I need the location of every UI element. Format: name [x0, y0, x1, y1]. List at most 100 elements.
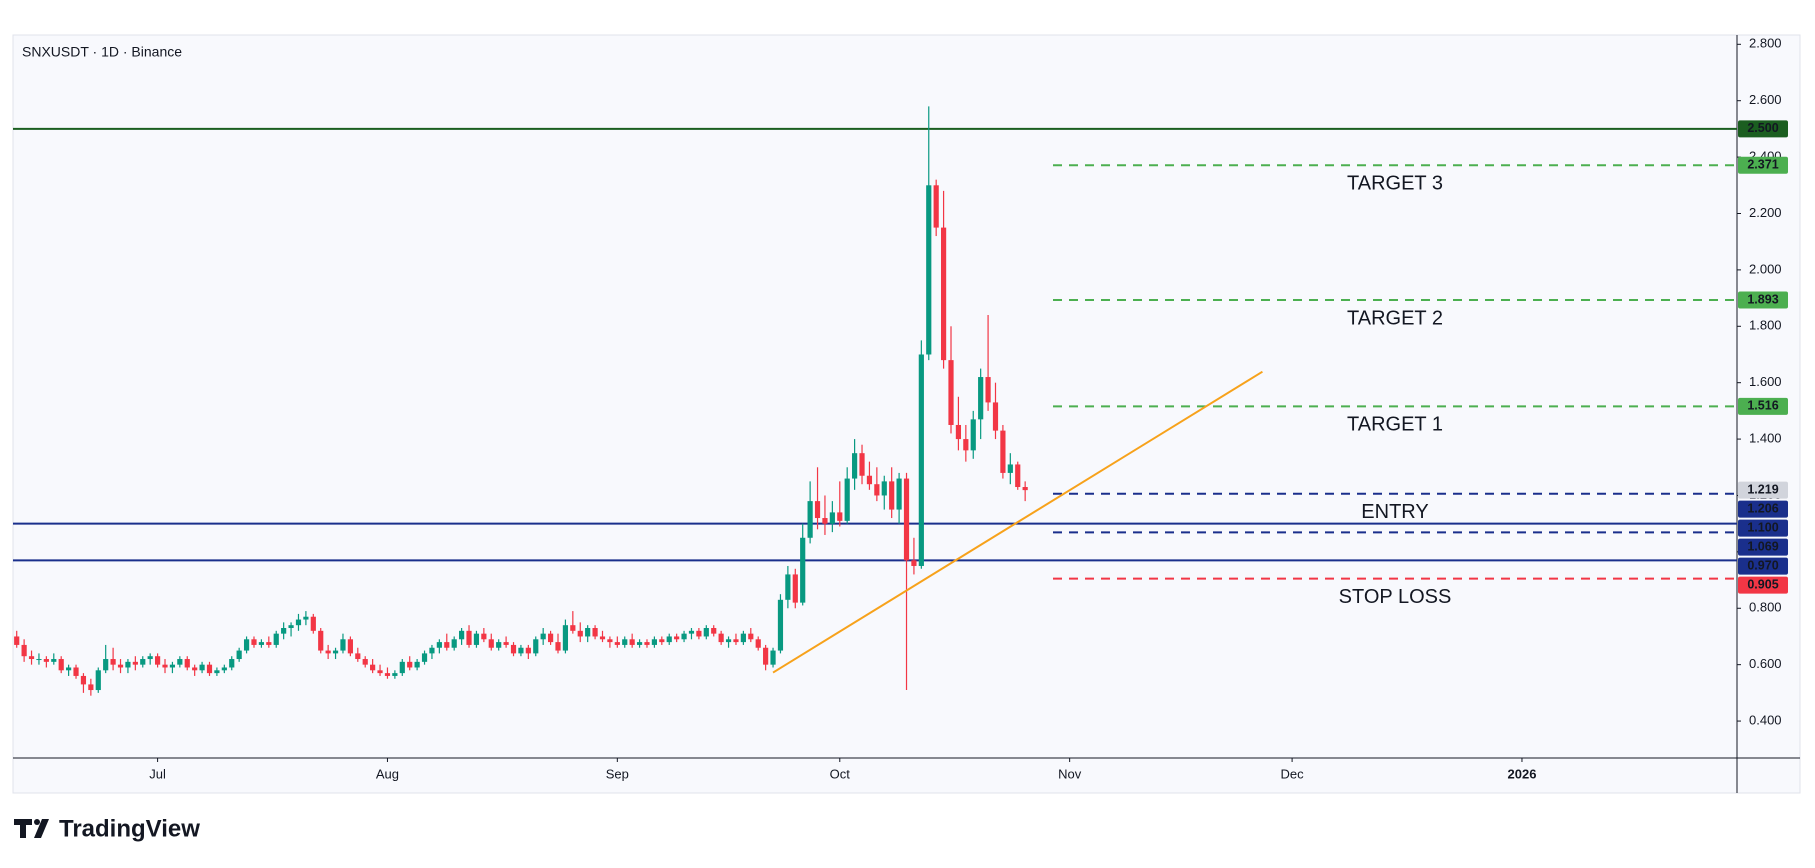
candle-body	[229, 659, 235, 668]
candle-body	[644, 642, 650, 645]
price-tag-label: 0.970	[1747, 558, 1778, 572]
candle-body	[829, 512, 835, 524]
candle-body	[43, 659, 49, 662]
candle-body	[866, 475, 873, 485]
candle-body	[184, 659, 190, 668]
y-tick-label: 0.800	[1749, 600, 1782, 615]
candle-body	[970, 419, 976, 451]
x-tick-label: Sep	[606, 766, 629, 781]
candle-body	[392, 673, 398, 676]
price-tag-label: 0.905	[1747, 577, 1778, 591]
candle-body	[325, 650, 331, 654]
candle-body	[592, 628, 598, 637]
price-tag	[1738, 576, 1788, 594]
price-tag	[1738, 291, 1788, 309]
candle-body	[362, 659, 368, 665]
candle-body	[236, 650, 242, 660]
candle-body	[473, 633, 480, 645]
price-tag-label: 1.069	[1747, 539, 1778, 553]
candle-body	[444, 642, 450, 648]
price-tag	[1738, 120, 1788, 138]
candle-body	[688, 630, 695, 634]
price-tag-label: 1.219	[1747, 482, 1778, 496]
candle-body	[177, 659, 183, 665]
candle-body	[147, 656, 153, 660]
candle-body	[466, 630, 472, 645]
candle-body	[837, 512, 843, 521]
candle-body	[481, 633, 487, 640]
y-tick-label: 1.800	[1749, 318, 1782, 333]
candle-body	[547, 633, 554, 643]
price-tag-label: 2.371	[1747, 158, 1778, 172]
candle-body	[221, 667, 227, 671]
candle-body	[21, 644, 27, 657]
y-tick-label: 1.400	[1749, 431, 1782, 446]
candle-body	[243, 639, 250, 651]
candle-body	[110, 659, 116, 665]
candle-body	[859, 453, 865, 476]
candle-body	[36, 659, 42, 661]
candle-body	[703, 628, 709, 637]
candle-body	[555, 642, 561, 651]
candle-body	[281, 628, 287, 634]
candle-body	[1022, 487, 1028, 491]
candle-body	[95, 670, 101, 691]
y-tick-label: 2.600	[1749, 92, 1782, 107]
candle-body	[88, 684, 94, 691]
brand-name: TradingView	[59, 815, 200, 842]
y-tick-label: 2.000	[1749, 261, 1782, 276]
candle-body	[926, 185, 932, 355]
candle-body	[763, 647, 769, 665]
candle-body	[711, 628, 717, 634]
candle-body	[132, 661, 138, 665]
candle-body	[718, 633, 724, 643]
candle-body	[911, 560, 917, 566]
candle-body	[533, 639, 539, 654]
level-text: STOP LOSS	[1339, 586, 1452, 608]
candle-body	[140, 659, 146, 665]
x-tick-label: Jul	[149, 766, 166, 781]
candle-body	[429, 647, 435, 654]
price-tag	[1738, 557, 1788, 575]
candle-body	[614, 642, 620, 645]
candle-body	[540, 633, 546, 640]
candle-body	[681, 633, 687, 640]
price-tag-label: 2.500	[1747, 121, 1778, 135]
price-tag	[1738, 156, 1788, 174]
candle-body	[666, 636, 672, 643]
trendline	[772, 370, 1263, 674]
candle-body	[1000, 430, 1006, 473]
price-tag-label: 1.893	[1747, 292, 1778, 306]
price-tag	[1738, 397, 1788, 415]
candle-body	[918, 354, 924, 566]
candle-body	[103, 659, 109, 671]
candle-body	[340, 639, 346, 651]
candle-body	[518, 647, 524, 654]
level-text: ENTRY	[1361, 501, 1428, 523]
y-tick-label: 0.600	[1749, 656, 1782, 671]
x-tick-label: Aug	[376, 766, 399, 781]
candle-body	[154, 656, 161, 665]
candle-body	[117, 664, 124, 668]
candle-body	[599, 636, 606, 640]
candle-body	[577, 630, 583, 637]
x-tick-label: 2026	[1508, 766, 1537, 781]
candle-body	[421, 653, 428, 662]
candle-body	[874, 484, 880, 496]
brand-logo	[14, 819, 49, 838]
candle-body	[800, 537, 806, 603]
candle-body	[488, 639, 494, 648]
candle-body	[510, 644, 517, 654]
candle-body	[384, 673, 391, 676]
candle-body	[978, 377, 984, 420]
candle-body	[288, 625, 294, 629]
candle-body	[889, 481, 895, 510]
candle-body	[622, 639, 628, 645]
candle-body	[73, 667, 79, 676]
candle-body	[792, 574, 798, 603]
price-tag	[1738, 500, 1788, 518]
candle-body	[273, 633, 279, 645]
candle-body	[881, 481, 887, 496]
candle-body	[985, 377, 991, 403]
